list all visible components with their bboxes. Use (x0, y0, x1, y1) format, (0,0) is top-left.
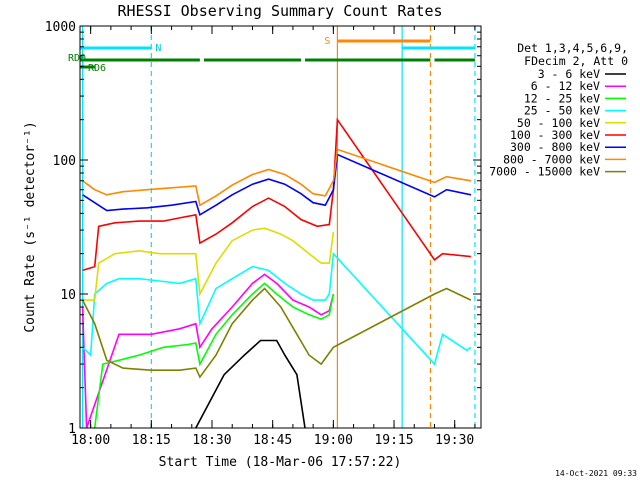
legend-header: Det 1,3,4,5,6,9, (517, 41, 628, 55)
x-tick-label: 19:30 (435, 433, 474, 448)
y-tick-label: 1 (68, 422, 76, 437)
rd6-label: RD6 (88, 63, 106, 74)
legend-entry: 6 - 12 keV (531, 79, 600, 93)
axes-layer: 18:00 18:15 18:30 18:45 19:00 19:15 19:30 1 10 10… (45, 20, 481, 448)
series-line-2 (93, 282, 335, 429)
y-axis-label: Count Rate (s⁻¹ detector⁻¹) (23, 121, 38, 332)
footer-date: 14-Oct-2021 09:33 (555, 469, 637, 478)
legend-entry: 7000 - 15000 keV (489, 165, 600, 179)
x-tick-label: 18:00 (71, 433, 110, 448)
legend-entry: 12 - 25 keV (524, 91, 600, 105)
series-line-1 (81, 273, 335, 429)
legend-header: FDecim 2, Att 0 (524, 54, 628, 68)
y-tick-label: 1000 (45, 20, 76, 35)
y-tick-label: 10 (60, 288, 76, 303)
rd0-label: RD0 (68, 53, 86, 64)
series-line-6 (82, 153, 472, 217)
plot-frame (79, 25, 482, 429)
series-line-3 (82, 251, 472, 366)
x-tick-label: 19:15 (374, 433, 413, 448)
legend-entry: 300 - 800 keV (510, 140, 600, 154)
series-line-7 (82, 148, 472, 207)
series-layer (81, 117, 472, 429)
x-tick-label: 18:30 (192, 433, 231, 448)
legend-entry: 800 - 7000 keV (503, 152, 600, 166)
series-line-0 (195, 339, 306, 429)
series-line-4 (82, 227, 335, 301)
x-tick-label: 18:45 (253, 433, 292, 448)
x-axis-label: Start Time (18-Mar-06 17:57:22) (159, 455, 402, 470)
legend-entry: 50 - 100 keV (517, 116, 600, 130)
legend: Det 1,3,4,5,6,9,FDecim 2, Att 03 - 6 keV… (489, 41, 628, 179)
x-tick-label: 18:15 (132, 433, 171, 448)
night-label: N (155, 43, 161, 54)
chart-title: RHESSI Observing Summary Count Rates (117, 2, 442, 20)
y-tick-label: 100 (53, 154, 76, 169)
series-line-8 (81, 287, 472, 379)
legend-entry: 25 - 50 keV (524, 104, 600, 118)
series-line-5 (82, 117, 471, 272)
legend-entry: 3 - 6 keV (538, 67, 600, 81)
saa-label: S (324, 36, 330, 47)
legend-entry: 100 - 300 keV (510, 128, 600, 142)
x-tick-label: 19:00 (314, 433, 353, 448)
